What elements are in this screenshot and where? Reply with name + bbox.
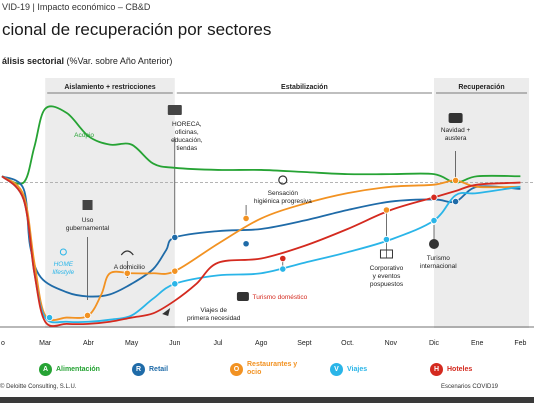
- annotation-domestic-tourism: Turismo doméstico: [253, 294, 308, 301]
- series-marker: [430, 216, 438, 225]
- wifi-icon: [120, 250, 134, 256]
- annotation-corporate: Corporativo: [370, 265, 404, 272]
- series-marker: [45, 313, 54, 322]
- annotation-christmas: Navidad +: [441, 127, 471, 134]
- annotation-intl-tourism: internacional: [420, 263, 457, 270]
- annotation-horeca: oficinas,: [175, 129, 199, 136]
- briefcase-icon: [379, 249, 393, 259]
- x-tick-label: Jul: [214, 340, 223, 347]
- building-icon: [167, 105, 182, 115]
- phase-label: Recuperación: [458, 84, 504, 91]
- header-text: VID-19 | Impacto económico – CB&D: [2, 2, 151, 12]
- annotation-hygiene: Sensación: [268, 190, 299, 197]
- annotation-horeca: HORECA,: [172, 121, 202, 128]
- annotation-horeca: educación,: [171, 137, 203, 144]
- x-tick-label: Sept: [297, 340, 311, 347]
- annotation-gov: Uso: [82, 217, 94, 224]
- series-marker: [171, 280, 179, 288]
- series-marker: [451, 176, 460, 185]
- series-marker: [242, 240, 250, 248]
- annotation-corporate: pospuestos: [370, 281, 404, 288]
- series-line-restaurantes: [1, 175, 521, 322]
- annotation-home: HOME: [54, 261, 74, 268]
- person-icon: [59, 248, 67, 256]
- series-marker: [451, 197, 460, 206]
- government-icon: [82, 200, 93, 210]
- plane-icon: [162, 308, 171, 316]
- legend-icon: A: [39, 363, 52, 376]
- annotation-essential-travel: Viajes de: [200, 307, 227, 314]
- map-icon: [236, 292, 249, 301]
- x-tick-label: Oct.: [341, 340, 354, 347]
- legend-label: Hoteles: [447, 366, 473, 373]
- legend-label: Viajes: [347, 366, 368, 373]
- gift-icon: [448, 113, 463, 123]
- legend-icon: R: [132, 363, 145, 376]
- x-tick-label: May: [125, 340, 139, 347]
- series-marker: [83, 311, 92, 320]
- globe-icon: [429, 239, 439, 249]
- phase-label: Aislamiento + restricciones: [64, 84, 155, 91]
- series-marker: [123, 269, 131, 277]
- footer-scenario: Escenarios COVID19: [441, 384, 499, 390]
- x-tick-label: Jun: [169, 340, 180, 347]
- x-tick-label: Ago: [255, 340, 268, 347]
- annotation-essential-travel: primera necesidad: [187, 315, 241, 322]
- series-marker: [171, 267, 179, 275]
- series-line-retail: [1, 175, 521, 298]
- page-title: cional de recuperación por sectores: [2, 20, 272, 39]
- legend-label: Restaurantes y ocio: [247, 361, 298, 376]
- legend-label: Alimentación: [56, 366, 100, 373]
- phase-label: Estabilización: [281, 84, 328, 91]
- x-tick-label: Mar: [39, 340, 52, 347]
- legend-icon: V: [330, 363, 343, 376]
- x-tick-label: Abr: [83, 340, 95, 347]
- annotation-delivery: A domicilio: [114, 264, 145, 271]
- x-tick-label: Ene: [471, 340, 484, 347]
- legend-icon: H: [430, 363, 443, 376]
- annotation-stockpile: Acopio: [74, 132, 94, 139]
- subtitle-bold: álisis sectorial: [2, 56, 65, 66]
- annotation-intl-tourism: Turismo: [427, 255, 451, 262]
- series-marker: [382, 206, 391, 214]
- annotation-gov: gubernamental: [66, 225, 110, 232]
- series-line-hoteles: [1, 175, 521, 327]
- x-tick-label: Nov: [385, 340, 398, 347]
- phase-band: [45, 78, 175, 328]
- virus-icon: [278, 175, 288, 185]
- footer-copyright: © Deloitte Consulting, S.L.U.: [0, 384, 77, 390]
- series-line-alimentación: [1, 105, 521, 185]
- x-tick-label: Dic: [429, 340, 440, 347]
- series-marker: [279, 265, 287, 273]
- subtitle-rest: (%Var. sobre Año Anterior): [64, 56, 173, 66]
- annotation-corporate: y eventos: [373, 273, 402, 280]
- bottom-bar: [0, 397, 534, 403]
- series-marker: [242, 214, 250, 223]
- series-marker: [382, 235, 391, 244]
- annotation-christmas: austera: [445, 135, 467, 142]
- x-tick-label: Feb: [514, 340, 526, 347]
- legend-icon: O: [230, 363, 243, 376]
- annotation-hygiene: higiénica progresiva: [254, 198, 312, 205]
- chart-subtitle: álisis sectorial (%Var. sobre Año Anteri…: [2, 56, 172, 66]
- annotation-home: lifestyle: [53, 269, 75, 276]
- series-marker: [279, 254, 287, 263]
- annotation-horeca: tiendas: [176, 145, 198, 152]
- series-marker: [430, 193, 438, 201]
- legend-label: Retail: [149, 366, 169, 373]
- x-tick-label: o: [1, 340, 5, 347]
- series-marker: [171, 233, 179, 242]
